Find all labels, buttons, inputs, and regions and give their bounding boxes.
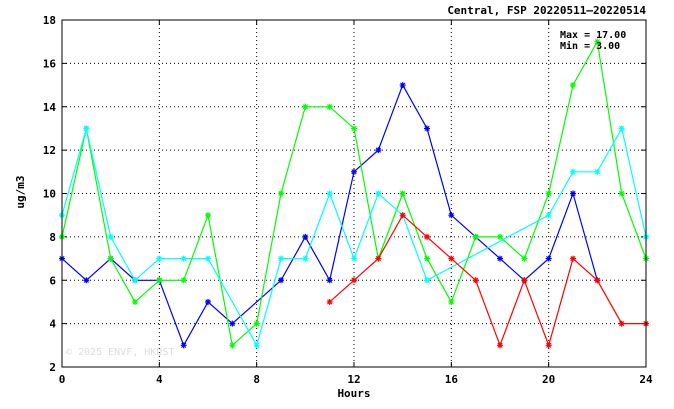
data-point bbox=[229, 320, 236, 327]
data-point bbox=[180, 255, 187, 262]
data-point bbox=[424, 233, 430, 240]
series-1 bbox=[59, 82, 601, 349]
data-point bbox=[570, 82, 576, 89]
data-point bbox=[497, 233, 503, 240]
data-point bbox=[570, 168, 576, 175]
grid bbox=[62, 20, 646, 367]
data-point bbox=[618, 190, 625, 197]
data-point bbox=[229, 342, 236, 349]
y-tick-label: 2 bbox=[49, 361, 56, 374]
chart-title: Central, FSP 20220511–20220514 bbox=[447, 4, 646, 17]
y-tick-label: 10 bbox=[43, 188, 56, 201]
data-point bbox=[594, 38, 601, 45]
data-point bbox=[253, 342, 260, 349]
data-point bbox=[326, 298, 333, 305]
series-line bbox=[61, 83, 598, 347]
data-point bbox=[448, 298, 455, 305]
data-point bbox=[472, 277, 479, 284]
data-point bbox=[351, 277, 357, 284]
y-tick-label: 14 bbox=[43, 101, 57, 114]
data-point bbox=[132, 277, 138, 284]
series-4 bbox=[326, 212, 649, 349]
data-point bbox=[594, 277, 601, 284]
y-tick-label: 16 bbox=[43, 57, 57, 70]
data-point bbox=[205, 298, 211, 305]
data-point bbox=[424, 125, 430, 132]
data-point bbox=[351, 125, 357, 132]
data-point bbox=[302, 233, 309, 240]
data-point bbox=[107, 255, 114, 262]
data-point bbox=[594, 168, 601, 175]
data-point bbox=[351, 255, 357, 262]
y-tick-label: 8 bbox=[49, 231, 56, 244]
data-point bbox=[399, 82, 406, 89]
data-point bbox=[83, 277, 90, 284]
watermark: © 2025 ENVF, HKUST bbox=[66, 347, 174, 358]
data-point bbox=[180, 277, 187, 284]
data-point bbox=[278, 190, 284, 197]
data-point bbox=[83, 125, 90, 132]
data-point bbox=[545, 255, 552, 262]
data-point bbox=[351, 168, 357, 175]
y-tick-label: 18 bbox=[43, 14, 56, 27]
data-point bbox=[570, 255, 576, 262]
x-tick-label: 4 bbox=[156, 373, 163, 386]
y-tick-label: 6 bbox=[49, 274, 56, 287]
data-point bbox=[205, 255, 211, 262]
y-axis-label: ug/m3 bbox=[14, 175, 27, 208]
data-point bbox=[156, 255, 163, 262]
min-label: Min = 3.00 bbox=[560, 40, 620, 52]
data-point bbox=[545, 342, 552, 349]
data-point bbox=[278, 277, 284, 284]
data-point bbox=[399, 212, 406, 219]
y-tick-label: 4 bbox=[49, 318, 56, 331]
x-tick-label: 12 bbox=[347, 373, 360, 386]
data-point bbox=[302, 103, 309, 110]
data-point bbox=[326, 103, 333, 110]
data-point bbox=[570, 190, 576, 197]
data-point bbox=[618, 320, 625, 327]
series-line bbox=[61, 126, 647, 347]
data-point bbox=[545, 212, 552, 219]
data-point bbox=[521, 277, 528, 284]
data-point bbox=[253, 320, 260, 327]
data-point bbox=[618, 125, 625, 132]
data-point bbox=[107, 233, 114, 240]
plot-frame bbox=[61, 19, 647, 368]
data-point bbox=[205, 212, 211, 219]
data-point bbox=[472, 233, 479, 240]
data-point bbox=[521, 255, 528, 262]
y-tick-label: 12 bbox=[43, 144, 56, 157]
data-point bbox=[180, 342, 187, 349]
data-point bbox=[448, 255, 455, 262]
x-tick-label: 0 bbox=[59, 373, 66, 386]
max-label: Max = 17.00 bbox=[560, 30, 626, 41]
data-point bbox=[497, 255, 503, 262]
data-point bbox=[375, 255, 382, 262]
data-point bbox=[424, 277, 430, 284]
data-point bbox=[156, 277, 163, 284]
x-tick-label: 20 bbox=[542, 373, 555, 386]
data-point bbox=[399, 190, 406, 197]
data-point bbox=[278, 255, 284, 262]
x-tick-label: 24 bbox=[639, 373, 653, 386]
data-point bbox=[132, 298, 138, 305]
data-point bbox=[424, 255, 430, 262]
data-point bbox=[326, 190, 333, 197]
data-point bbox=[375, 190, 382, 197]
x-axis-label: Hours bbox=[337, 387, 370, 400]
data-point bbox=[326, 277, 333, 284]
x-tick-label: 8 bbox=[253, 373, 260, 386]
data-point bbox=[448, 212, 455, 219]
data-point bbox=[302, 255, 309, 262]
x-tick-label: 16 bbox=[445, 373, 459, 386]
series-group bbox=[59, 38, 649, 349]
data-point bbox=[545, 190, 552, 197]
data-point bbox=[375, 147, 382, 154]
data-point bbox=[497, 342, 503, 349]
series-line bbox=[329, 214, 646, 348]
